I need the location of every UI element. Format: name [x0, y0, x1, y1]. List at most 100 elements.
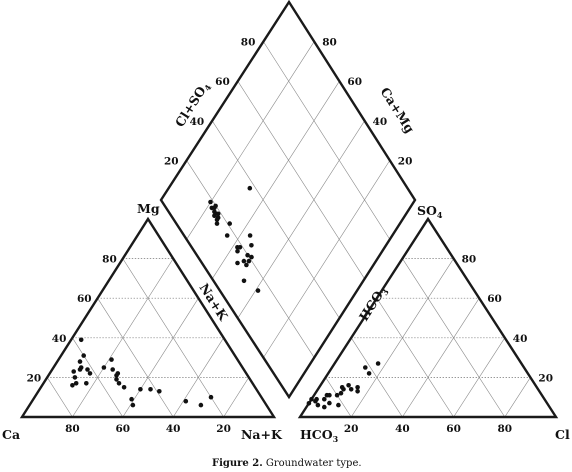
cation-point-2: [72, 375, 78, 380]
anion-right-tick-2: 40: [513, 333, 528, 345]
cation-point-8: [73, 381, 79, 386]
cation-point-6: [85, 367, 90, 372]
anion-right-tick-1: 60: [487, 293, 502, 305]
anion-vertex-top-sub: 4: [437, 210, 443, 220]
diamond-point-17: [246, 258, 252, 264]
anion-point-4: [314, 396, 319, 402]
diamond-point-18: [235, 260, 240, 266]
diamond-upper-right-label: Ca+Mg: [377, 85, 417, 136]
cation-point-1: [84, 381, 89, 386]
diamond-point-11: [247, 185, 253, 191]
cation-point-18: [116, 381, 122, 386]
diamond-upper-right-tick-3: 20: [398, 155, 413, 167]
cation-left-tick-3: 20: [27, 372, 42, 384]
anion-vertex-top-label: SO4: [417, 203, 443, 220]
diamond-point-22: [249, 254, 254, 260]
anion-point-16: [348, 387, 354, 392]
anion-point-12: [338, 390, 344, 396]
cation-point-0: [71, 369, 76, 374]
anion-point-5: [322, 404, 327, 410]
diamond-point-0: [208, 199, 213, 205]
cation-grid-right-2: [72, 337, 124, 418]
anion-vertex-left-sub: 3: [333, 434, 339, 444]
cation-point-10: [81, 353, 86, 358]
diamond-point-12: [227, 221, 232, 226]
cation-point-19: [121, 385, 127, 390]
cation-point-4: [77, 367, 83, 372]
diamond-grid-b-2: [237, 120, 365, 319]
anion-grid-right-1: [376, 298, 454, 418]
sample-points: [70, 185, 381, 410]
figure-caption: Figure 2. Groundwater type.: [212, 458, 362, 469]
cation-point-12: [101, 365, 107, 370]
diamond-grid-a-1: [211, 120, 340, 319]
diamond-point-25: [255, 288, 261, 293]
anion-bottom-tick-0: 20: [344, 423, 359, 435]
anion-right-tick-3: 20: [538, 372, 553, 384]
cation-triangle-frame: [19, 216, 277, 419]
anion-grid-left-1: [402, 298, 480, 418]
diamond-grid-b-0: [186, 41, 315, 240]
anion-point-0: [306, 401, 312, 406]
diamond-point-23: [247, 233, 253, 238]
diamond-upper-left-sub: 4: [202, 82, 214, 92]
cation-point-17: [109, 357, 114, 362]
cation-left-tick-2: 40: [52, 333, 67, 345]
anion-point-2: [309, 396, 314, 402]
cation-point-22: [138, 387, 143, 392]
cation-bottom-tick-1: 60: [115, 423, 130, 435]
anion-point-21: [375, 361, 381, 366]
diamond-point-21: [249, 243, 254, 248]
anion-vertex-right-label: Cl: [555, 427, 570, 442]
diamond-point-6: [212, 213, 217, 219]
cation-point-15: [115, 371, 121, 376]
diamond-grid-b-1: [211, 81, 340, 279]
diamond-upper-right-tick-2: 40: [373, 116, 388, 128]
anion-point-10: [336, 402, 341, 408]
anion-point-14: [339, 385, 345, 390]
diamond-lower-right-sub: 3: [379, 287, 391, 297]
cation-point-9: [70, 383, 75, 388]
cation-point-14: [114, 377, 119, 382]
cation-grid-left-3: [223, 377, 250, 418]
diamond-upper-left-tick-3: 20: [164, 155, 179, 167]
cation-point-23: [148, 387, 153, 392]
diamond-point-4: [213, 203, 218, 209]
cation-left-tick-0: 80: [102, 254, 117, 266]
anion-point-15: [346, 383, 351, 388]
diamond-point-20: [244, 262, 249, 268]
anion-point-9: [327, 392, 332, 398]
figure-caption-text: Groundwater type.: [263, 458, 362, 469]
diamond-point-19: [241, 258, 247, 264]
cation-point-26: [198, 402, 204, 408]
anion-grid-right-3: [325, 377, 352, 418]
diamond-grid-a-3: [263, 41, 391, 240]
cation-grid-right-3: [46, 377, 73, 418]
figure-caption-label: Figure 2.: [212, 458, 263, 469]
diamond-upper-right-tick-0: 80: [322, 37, 337, 49]
anion-bottom-tick-1: 40: [395, 423, 410, 435]
anion-vertex-left-main: HCO: [300, 427, 333, 442]
anion-point-7: [327, 400, 332, 406]
anion-point-3: [315, 402, 321, 408]
diamond-upper-left-tick-1: 60: [215, 76, 230, 88]
cation-vertex-top-label: Mg: [137, 201, 160, 216]
cation-bottom-tick-3: 20: [216, 423, 231, 435]
anion-vertex-left-label: HCO3: [300, 427, 339, 444]
diamond-point-15: [237, 245, 243, 250]
anion-point-20: [363, 365, 368, 370]
diamond-lower-right-label: HCO3: [356, 283, 391, 325]
cation-point-11: [78, 337, 84, 343]
anion-vertex-top-main: SO: [417, 203, 437, 218]
diamond-point-10: [214, 221, 220, 226]
anion-bottom-tick-3: 80: [497, 423, 512, 435]
cation-bottom-tick-2: 40: [166, 423, 181, 435]
anion-point-19: [366, 371, 372, 376]
cation-point-27: [208, 394, 214, 400]
anion-point-6: [322, 396, 327, 402]
anion-right-tick-0: 80: [462, 254, 477, 266]
diamond-upper-right-tick-1: 60: [347, 76, 362, 88]
cation-left-tick-1: 60: [77, 293, 92, 305]
diamond-grid-b-3: [263, 160, 391, 358]
